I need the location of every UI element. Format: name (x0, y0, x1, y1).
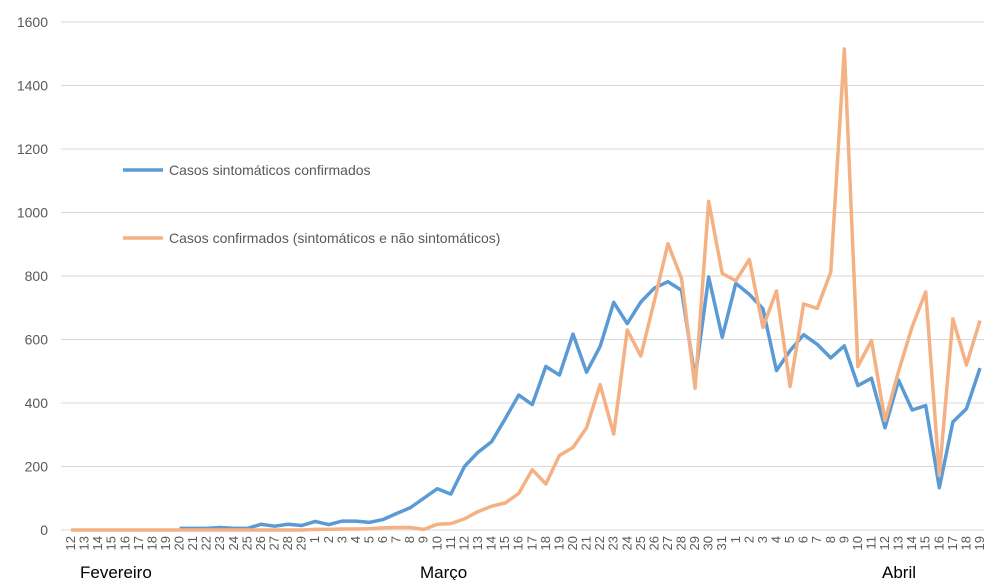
x-tick-label: 26 (253, 536, 268, 550)
month-label: Abril (882, 563, 916, 580)
y-tick-label: 0 (40, 522, 48, 538)
y-tick-label: 800 (25, 268, 49, 284)
y-tick-label: 1400 (17, 78, 48, 94)
x-tick-label: 5 (782, 536, 797, 543)
x-tick-label: 28 (280, 536, 295, 550)
x-tick-label: 20 (172, 536, 187, 550)
x-tick-label: 18 (958, 536, 973, 550)
x-tick-label: 30 (701, 536, 716, 550)
x-tick-label: 4 (768, 536, 783, 543)
x-tick-label: 11 (863, 536, 878, 550)
x-tick-label: 21 (185, 536, 200, 550)
x-tick-label: 1 (307, 536, 322, 543)
x-tick-label: 11 (443, 536, 458, 550)
x-tick-label: 16 (931, 536, 946, 550)
y-tick-label: 600 (25, 332, 49, 348)
x-tick-label: 19 (158, 536, 173, 550)
y-tick-label: 200 (25, 459, 49, 475)
x-tick-label: 19 (972, 536, 986, 550)
x-tick-label: 31 (714, 536, 729, 550)
x-tick-label: 7 (809, 536, 824, 543)
x-tick-label: 24 (619, 536, 634, 550)
x-tick-label: 21 (579, 536, 594, 550)
x-tick-label: 14 (90, 536, 105, 550)
legend-label: Casos confirmados (sintomáticos e não si… (169, 230, 500, 246)
x-tick-label: 19 (551, 536, 566, 550)
x-tick-label: 18 (538, 536, 553, 550)
x-tick-label: 13 (470, 536, 485, 550)
x-tick-label: 14 (484, 536, 499, 550)
legend-label: Casos sintomáticos confirmados (169, 162, 371, 178)
month-label: Março (420, 563, 467, 580)
y-tick-label: 400 (25, 395, 49, 411)
x-tick-label: 5 (361, 536, 376, 543)
x-tick-label: 12 (63, 536, 78, 550)
series-line (71, 47, 982, 532)
x-tick-label: 17 (524, 536, 539, 550)
x-tick-label: 28 (674, 536, 689, 550)
x-tick-label: 6 (375, 536, 390, 543)
x-tick-label: 1 (728, 536, 743, 543)
x-tick-label: 25 (239, 536, 254, 550)
x-tick-label: 29 (687, 536, 702, 550)
x-tick-label: 14 (904, 536, 919, 550)
x-tick-label: 23 (212, 536, 227, 550)
x-tick-label: 22 (592, 536, 607, 550)
y-tick-label: 1200 (17, 141, 48, 157)
x-tick-label: 24 (226, 536, 241, 550)
x-tick-label: 12 (877, 536, 892, 550)
y-tick-label: 1000 (17, 205, 48, 221)
x-tick-label: 10 (429, 536, 444, 550)
x-tick-label: 3 (334, 536, 349, 543)
x-tick-label: 2 (321, 536, 336, 543)
x-tick-label: 27 (660, 536, 675, 550)
x-tick-label: 15 (497, 536, 512, 550)
x-tick-label: 22 (199, 536, 214, 550)
x-tick-label: 2 (741, 536, 756, 543)
x-tick-label: 8 (402, 536, 417, 543)
x-tick-label: 3 (755, 536, 770, 543)
y-tick-label: 1600 (17, 14, 48, 30)
month-label: Fevereiro (80, 563, 152, 580)
x-tick-label: 10 (850, 536, 865, 550)
x-tick-label: 4 (348, 536, 363, 543)
series-line (179, 275, 982, 531)
x-tick-label: 6 (796, 536, 811, 543)
x-tick-label: 8 (823, 536, 838, 543)
x-tick-label: 25 (633, 536, 648, 550)
x-tick-label: 26 (646, 536, 661, 550)
x-tick-label: 9 (416, 536, 431, 543)
x-tick-label: 23 (606, 536, 621, 550)
x-tick-label: 13 (891, 536, 906, 550)
x-tick-label: 7 (389, 536, 404, 543)
x-tick-label: 20 (565, 536, 580, 550)
x-tick-label: 27 (267, 536, 282, 550)
x-tick-label: 12 (456, 536, 471, 550)
x-tick-label: 13 (77, 536, 92, 550)
x-tick-label: 17 (945, 536, 960, 550)
x-tick-label: 17 (131, 536, 146, 550)
x-tick-label: 9 (836, 536, 851, 543)
x-tick-label: 18 (144, 536, 159, 550)
x-tick-label: 15 (918, 536, 933, 550)
x-tick-label: 16 (117, 536, 132, 550)
x-tick-label: 29 (294, 536, 309, 550)
x-tick-label: 15 (104, 536, 119, 550)
x-tick-label: 16 (511, 536, 526, 550)
